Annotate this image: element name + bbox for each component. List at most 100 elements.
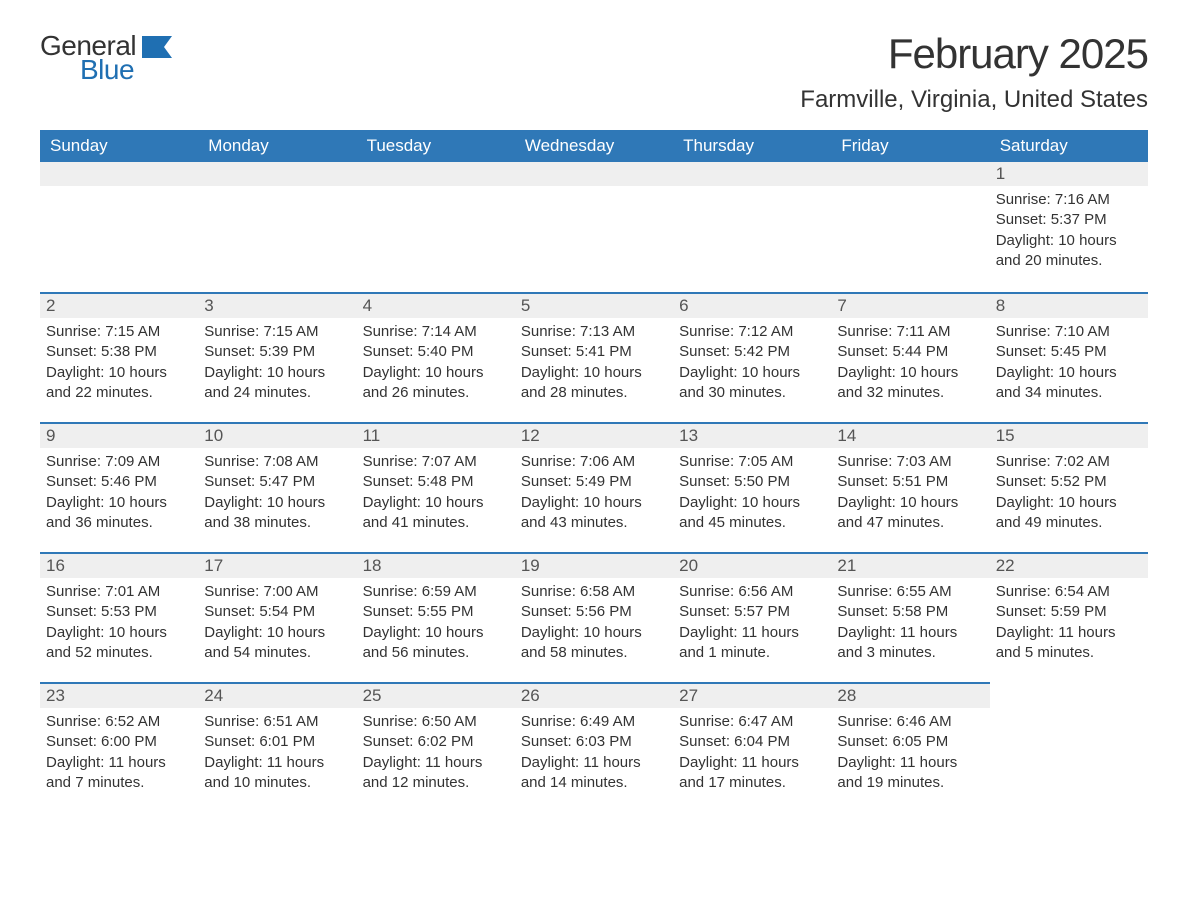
calendar-cell: 9Sunrise: 7:09 AMSunset: 5:46 PMDaylight… [40,422,198,552]
day-content: Sunrise: 6:58 AMSunset: 5:56 PMDaylight:… [515,578,673,669]
calendar-cell: 13Sunrise: 7:05 AMSunset: 5:50 PMDayligh… [673,422,831,552]
empty-day-bar [357,162,515,186]
daylight-line: Daylight: 10 hours and 32 minutes. [837,363,983,404]
sunrise-line: Sunrise: 7:06 AM [521,452,667,472]
weekday-header: Monday [198,130,356,162]
day-content: Sunrise: 6:49 AMSunset: 6:03 PMDaylight:… [515,708,673,799]
day-number: 8 [990,292,1148,318]
day-content: Sunrise: 7:14 AMSunset: 5:40 PMDaylight:… [357,318,515,409]
daylight-line: Daylight: 10 hours and 34 minutes. [996,363,1142,404]
day-number: 3 [198,292,356,318]
sunset-line: Sunset: 5:47 PM [204,472,350,492]
month-title: February 2025 [800,30,1148,78]
calendar-cell: 11Sunrise: 7:07 AMSunset: 5:48 PMDayligh… [357,422,515,552]
daylight-line: Daylight: 10 hours and 45 minutes. [679,493,825,534]
sunrise-line: Sunrise: 6:51 AM [204,712,350,732]
sunset-line: Sunset: 5:57 PM [679,602,825,622]
sunrise-line: Sunrise: 7:15 AM [204,322,350,342]
daylight-line: Daylight: 11 hours and 12 minutes. [363,753,509,794]
daylight-line: Daylight: 10 hours and 41 minutes. [363,493,509,534]
sunset-line: Sunset: 6:01 PM [204,732,350,752]
weekday-header-row: SundayMondayTuesdayWednesdayThursdayFrid… [40,130,1148,162]
sunrise-line: Sunrise: 7:02 AM [996,452,1142,472]
sunset-line: Sunset: 6:04 PM [679,732,825,752]
sunset-line: Sunset: 5:51 PM [837,472,983,492]
calendar-cell: 6Sunrise: 7:12 AMSunset: 5:42 PMDaylight… [673,292,831,422]
day-number: 24 [198,682,356,708]
day-number: 28 [831,682,989,708]
logo-text-blue: Blue [80,54,136,86]
daylight-line: Daylight: 10 hours and 22 minutes. [46,363,192,404]
calendar-body: 1Sunrise: 7:16 AMSunset: 5:37 PMDaylight… [40,162,1148,812]
day-number: 19 [515,552,673,578]
sunrise-line: Sunrise: 7:16 AM [996,190,1142,210]
sunset-line: Sunset: 5:49 PM [521,472,667,492]
calendar-row: 16Sunrise: 7:01 AMSunset: 5:53 PMDayligh… [40,552,1148,682]
day-number: 26 [515,682,673,708]
day-number: 12 [515,422,673,448]
daylight-line: Daylight: 10 hours and 58 minutes. [521,623,667,664]
page-header: General Blue February 2025 Farmville, Vi… [40,30,1148,124]
daylight-line: Daylight: 10 hours and 26 minutes. [363,363,509,404]
daylight-line: Daylight: 11 hours and 17 minutes. [679,753,825,794]
day-number: 22 [990,552,1148,578]
sunset-line: Sunset: 6:00 PM [46,732,192,752]
sunrise-line: Sunrise: 7:14 AM [363,322,509,342]
calendar-cell: 27Sunrise: 6:47 AMSunset: 6:04 PMDayligh… [673,682,831,812]
calendar-row: 23Sunrise: 6:52 AMSunset: 6:00 PMDayligh… [40,682,1148,812]
calendar-cell [831,162,989,292]
sunrise-line: Sunrise: 7:11 AM [837,322,983,342]
weekday-header: Thursday [673,130,831,162]
calendar-row: 2Sunrise: 7:15 AMSunset: 5:38 PMDaylight… [40,292,1148,422]
day-number: 10 [198,422,356,448]
sunrise-line: Sunrise: 6:47 AM [679,712,825,732]
daylight-line: Daylight: 11 hours and 19 minutes. [837,753,983,794]
day-number: 20 [673,552,831,578]
daylight-line: Daylight: 11 hours and 14 minutes. [521,753,667,794]
calendar-cell: 2Sunrise: 7:15 AMSunset: 5:38 PMDaylight… [40,292,198,422]
daylight-line: Daylight: 10 hours and 49 minutes. [996,493,1142,534]
daylight-line: Daylight: 10 hours and 20 minutes. [996,231,1142,272]
day-number: 14 [831,422,989,448]
sunrise-line: Sunrise: 6:49 AM [521,712,667,732]
day-number: 21 [831,552,989,578]
day-content: Sunrise: 7:11 AMSunset: 5:44 PMDaylight:… [831,318,989,409]
day-number: 17 [198,552,356,578]
sunset-line: Sunset: 6:03 PM [521,732,667,752]
day-content: Sunrise: 6:46 AMSunset: 6:05 PMDaylight:… [831,708,989,799]
calendar-cell: 8Sunrise: 7:10 AMSunset: 5:45 PMDaylight… [990,292,1148,422]
empty-day-bar [831,162,989,186]
sunrise-line: Sunrise: 7:10 AM [996,322,1142,342]
calendar-cell: 4Sunrise: 7:14 AMSunset: 5:40 PMDaylight… [357,292,515,422]
calendar-cell: 23Sunrise: 6:52 AMSunset: 6:00 PMDayligh… [40,682,198,812]
daylight-line: Daylight: 11 hours and 7 minutes. [46,753,192,794]
empty-day-bar [198,162,356,186]
daylight-line: Daylight: 11 hours and 5 minutes. [996,623,1142,664]
empty-day-bar [673,162,831,186]
calendar-cell [40,162,198,292]
calendar-row: 1Sunrise: 7:16 AMSunset: 5:37 PMDaylight… [40,162,1148,292]
sunset-line: Sunset: 5:40 PM [363,342,509,362]
day-content: Sunrise: 6:47 AMSunset: 6:04 PMDaylight:… [673,708,831,799]
weekday-header: Wednesday [515,130,673,162]
daylight-line: Daylight: 10 hours and 54 minutes. [204,623,350,664]
sunrise-line: Sunrise: 6:58 AM [521,582,667,602]
day-number: 13 [673,422,831,448]
day-number: 1 [990,162,1148,186]
calendar-cell [357,162,515,292]
daylight-line: Daylight: 11 hours and 10 minutes. [204,753,350,794]
sunrise-line: Sunrise: 7:05 AM [679,452,825,472]
sunset-line: Sunset: 5:53 PM [46,602,192,622]
sunrise-line: Sunrise: 7:00 AM [204,582,350,602]
calendar-cell: 12Sunrise: 7:06 AMSunset: 5:49 PMDayligh… [515,422,673,552]
day-content: Sunrise: 7:01 AMSunset: 5:53 PMDaylight:… [40,578,198,669]
sunset-line: Sunset: 5:41 PM [521,342,667,362]
daylight-line: Daylight: 10 hours and 28 minutes. [521,363,667,404]
day-number: 9 [40,422,198,448]
day-number: 23 [40,682,198,708]
daylight-line: Daylight: 10 hours and 47 minutes. [837,493,983,534]
calendar-cell: 10Sunrise: 7:08 AMSunset: 5:47 PMDayligh… [198,422,356,552]
day-content: Sunrise: 7:07 AMSunset: 5:48 PMDaylight:… [357,448,515,539]
calendar-cell: 14Sunrise: 7:03 AMSunset: 5:51 PMDayligh… [831,422,989,552]
calendar-cell: 25Sunrise: 6:50 AMSunset: 6:02 PMDayligh… [357,682,515,812]
